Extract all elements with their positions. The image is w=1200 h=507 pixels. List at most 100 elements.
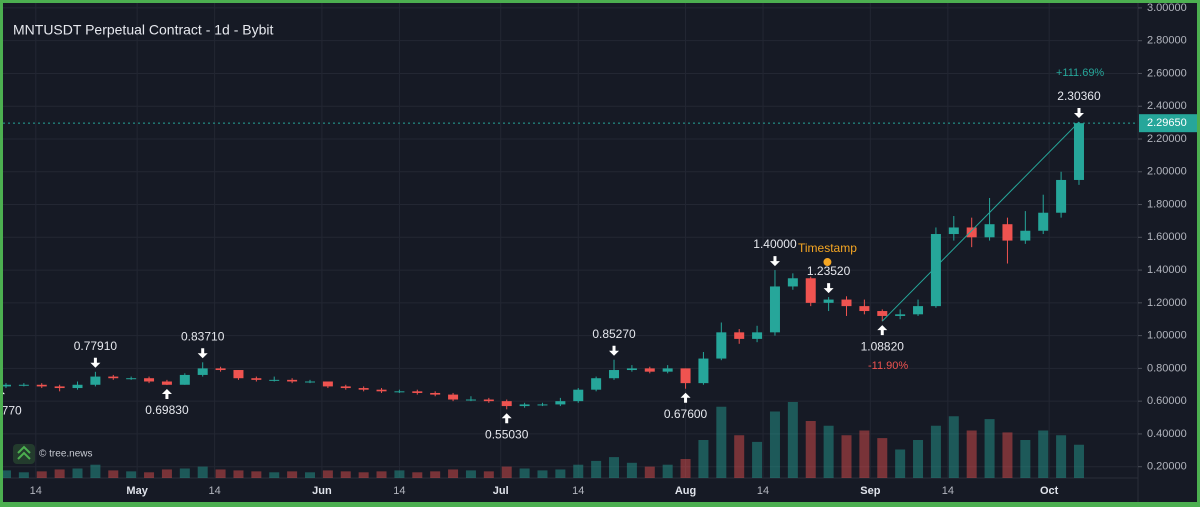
y-tick-label: 2.60000 [1147,67,1187,79]
volume-bar [1002,432,1013,478]
x-tick-label: 14 [757,485,769,497]
candle-body [501,401,512,407]
candle-body [144,378,155,382]
candle-body [555,401,566,405]
extreme-label: 0.55030 [485,427,529,441]
x-tick-label: May [126,485,148,497]
candle-body [716,332,727,359]
candle-body [698,358,709,384]
extreme-label: 0.77910 [74,339,118,353]
volume-bar [215,469,226,478]
trend-line [881,121,1080,322]
volume-bar [573,464,584,478]
candle-body [752,332,763,339]
candle-body [591,378,602,390]
candle-body [537,404,548,406]
candle-body [376,389,387,392]
candle-body [662,368,673,372]
x-tick-label: Aug [675,485,696,497]
volume-bar [376,471,387,478]
volume-bar [3,470,11,478]
candle-body [948,227,959,235]
y-tick-label: 0.40000 [1147,428,1187,440]
extreme-arrow [90,357,101,368]
extreme-label: 2.30360 [1057,89,1101,103]
candle-body [626,368,637,371]
candle-body [877,311,888,316]
candle-body [680,368,691,384]
x-tick-label: Jul [493,485,509,497]
volume-bar [394,470,405,478]
volume-bar [1038,430,1049,478]
volume-bar [304,472,315,478]
volume-bar [18,472,29,478]
extreme-arrow [501,413,512,424]
candle-body [465,399,476,401]
volume-bar [948,416,959,478]
volume-bar [859,430,870,478]
y-tick-label: 2.20000 [1147,133,1187,145]
extreme-arrow [3,392,6,395]
volume-bar [161,469,172,478]
x-tick-label: 14 [208,485,220,497]
volume-bar [126,471,137,478]
volume-bar [197,466,208,478]
candle-body [54,386,65,389]
volume-bar [465,470,476,478]
candle-body [895,314,906,316]
volume-bar [1056,435,1067,478]
candle-body [161,381,172,385]
y-tick-label: 0.60000 [1147,395,1187,407]
x-tick-label: Sep [860,485,880,497]
extreme-label: 1.08820 [861,339,905,353]
volume-bar [555,469,566,478]
volume-bar [913,440,924,478]
candle-body [269,379,280,381]
candle-body [197,368,208,375]
current-price-label: 2.29650 [1147,117,1187,129]
extreme-arrow [680,392,691,403]
volume-bar [662,464,673,478]
volume-bar [841,435,852,478]
candle-body [304,381,315,383]
volume-bar [430,471,441,478]
volume-bar [1020,440,1031,478]
volume-bar [90,464,101,478]
candle-body [519,404,530,407]
x-tick-label: 14 [30,485,42,497]
extreme-arrow [161,389,172,400]
candle-body [787,278,798,287]
volume-bar [287,471,298,478]
extreme-label: 0.69770 [3,403,22,417]
extreme-arrow [823,283,834,294]
volume-bar [716,406,727,478]
volume-bar [251,471,262,478]
candle-body [805,278,816,303]
extreme-label: 1.40000 [753,237,797,251]
candle-body [823,299,834,303]
volume-bar [966,430,977,478]
candle-body [430,392,441,395]
x-tick-label: Jun [312,485,332,497]
timestamp-marker [823,258,832,267]
y-tick-label: 1.40000 [1147,264,1187,276]
extreme-arrow [877,325,888,336]
candle-body [90,376,101,385]
volume-bar [108,470,119,478]
x-tick-label: 14 [572,485,584,497]
volume-bar [769,411,780,478]
volume-bar [72,468,83,478]
volume-bar [787,402,798,478]
y-tick-label: 2.40000 [1147,100,1187,112]
price-axis-bg [1138,3,1197,502]
candle-body [412,391,423,393]
volume-bar [54,469,65,478]
volume-bar [519,468,530,478]
candle-body [966,227,977,238]
volume-bar [591,460,602,478]
extreme-arrow [197,348,208,359]
x-tick-label: 14 [942,485,954,497]
candle-body [251,378,262,380]
volume-bar [734,435,745,478]
